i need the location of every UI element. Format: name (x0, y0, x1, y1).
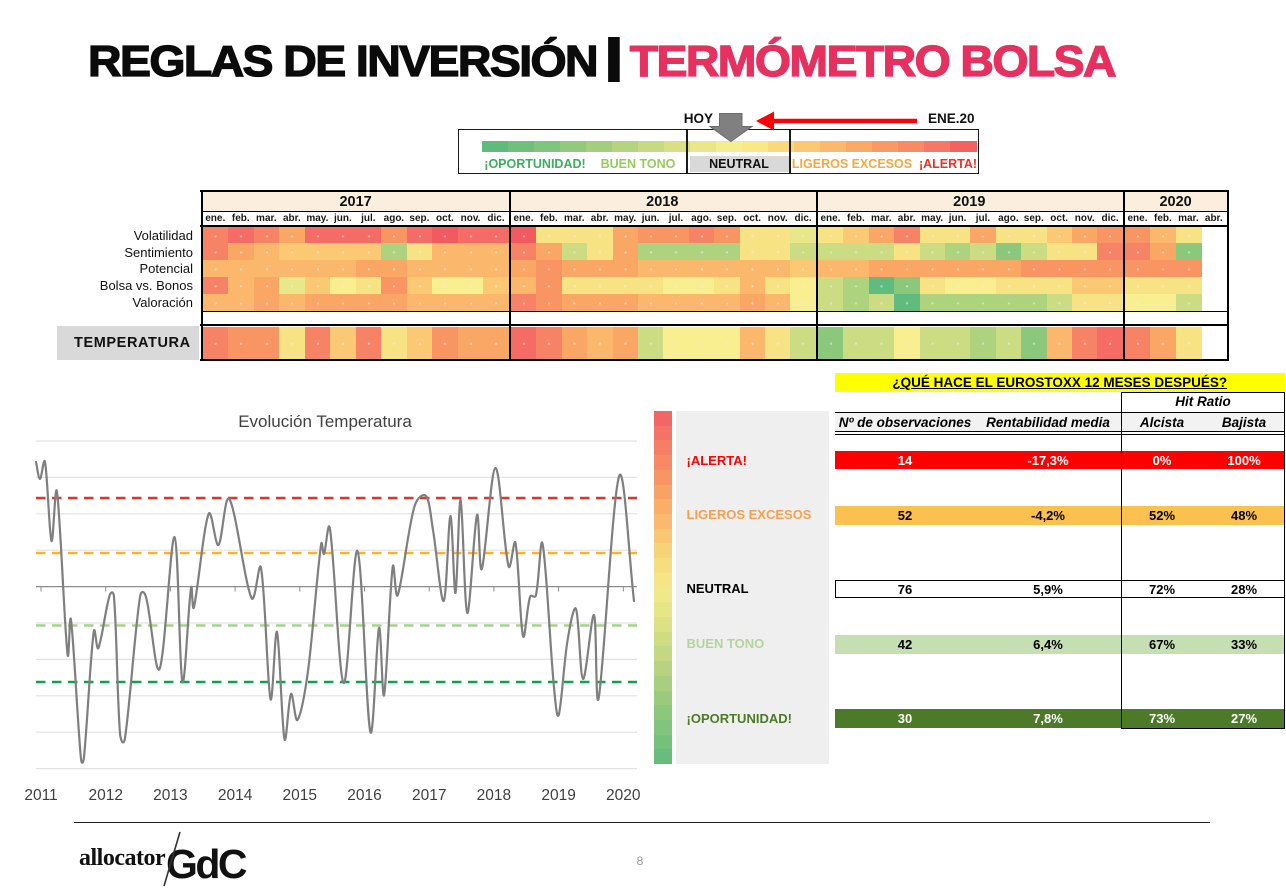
svg-text:Evolución Temperatura: Evolución Temperatura (238, 412, 412, 431)
svg-text:2012: 2012 (88, 787, 122, 804)
svg-text:2015: 2015 (283, 787, 317, 804)
svg-text:2011: 2011 (24, 787, 57, 804)
svg-text:2014: 2014 (218, 787, 253, 804)
svg-text:2017: 2017 (412, 787, 446, 804)
svg-text:2020: 2020 (606, 787, 641, 804)
svg-text:2018: 2018 (477, 787, 511, 804)
svg-text:2013: 2013 (153, 787, 187, 804)
svg-text:2016: 2016 (347, 787, 381, 804)
svg-text:2019: 2019 (541, 787, 575, 804)
